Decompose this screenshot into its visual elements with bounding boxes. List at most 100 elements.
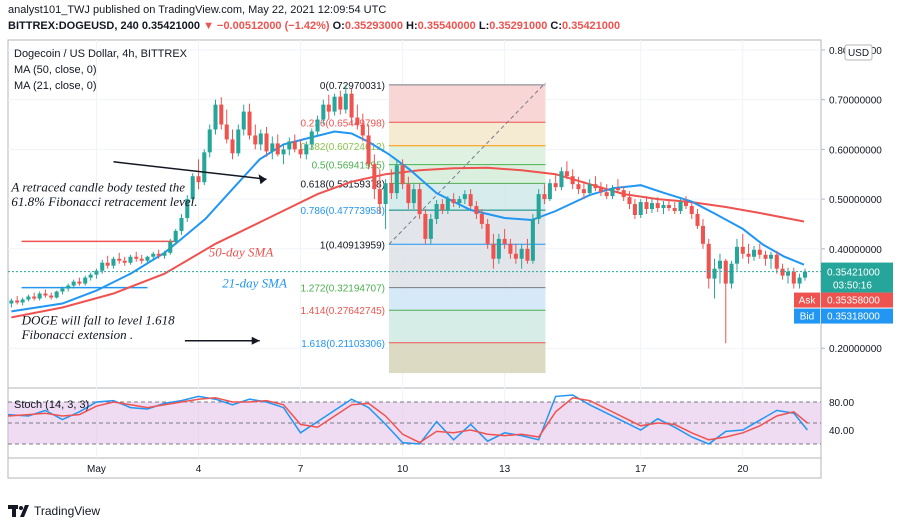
candle-body bbox=[202, 152, 207, 183]
annotation-text: Fibonacci extension . bbox=[21, 327, 134, 342]
candle-body bbox=[389, 183, 394, 194]
ask-badge bbox=[794, 292, 820, 308]
candle-body bbox=[479, 214, 484, 224]
candle-body bbox=[615, 188, 620, 191]
fib-level-label: 0.5(0.56941995) bbox=[312, 161, 385, 172]
change-down-icon: ▼ bbox=[203, 20, 214, 32]
fib-zone bbox=[388, 210, 546, 245]
stoch-tick-label: 80.00 bbox=[829, 398, 854, 409]
fib-zone bbox=[388, 342, 546, 374]
candle-body bbox=[145, 256, 150, 261]
candle-body bbox=[462, 194, 467, 200]
fib-level-label: 0.786(0.47773958) bbox=[300, 206, 385, 217]
x-tick-label: May bbox=[87, 464, 106, 475]
candle-body bbox=[43, 293, 48, 296]
candle-body bbox=[321, 104, 326, 120]
candle-body bbox=[695, 214, 700, 226]
chart-header: analyst101_TWJ published on TradingView.… bbox=[0, 0, 900, 36]
candle-body bbox=[355, 117, 360, 125]
annotation-arrow bbox=[113, 161, 267, 180]
candle-body bbox=[298, 149, 303, 155]
candle-body bbox=[570, 176, 575, 185]
candle-body bbox=[451, 199, 456, 204]
candle-body bbox=[315, 119, 320, 132]
candle-body bbox=[219, 104, 224, 125]
high-label: H: bbox=[406, 20, 418, 32]
tradingview-brand: TradingView bbox=[34, 504, 101, 518]
open-label: O: bbox=[332, 20, 345, 32]
candle-body bbox=[54, 291, 59, 298]
candle-body bbox=[519, 248, 524, 259]
ask-price-text: 0.35358000 bbox=[827, 296, 880, 307]
stoch-legend: Stoch (14, 3, 3) bbox=[14, 399, 89, 411]
candle-body bbox=[564, 171, 569, 177]
candle-body bbox=[553, 183, 558, 188]
bid-label: Bid bbox=[800, 312, 814, 323]
candle-body bbox=[797, 277, 802, 284]
candle-body bbox=[77, 281, 82, 284]
x-tick-label: 20 bbox=[737, 464, 749, 475]
bid-price-tag bbox=[821, 308, 893, 324]
candle-body bbox=[105, 262, 110, 266]
last-price-text: 0.35421000 bbox=[827, 268, 880, 279]
currency-badge-label: USD bbox=[848, 48, 869, 59]
candle-body bbox=[196, 176, 201, 183]
candle-body bbox=[139, 258, 144, 261]
last-price-tag bbox=[821, 262, 893, 293]
candle-body bbox=[185, 199, 190, 218]
chart-title: Dogecoin / US Dollar, 4h, BITTREX bbox=[14, 48, 188, 60]
candle-body bbox=[791, 271, 796, 284]
footer: TradingView bbox=[0, 500, 900, 525]
candle-body bbox=[349, 93, 354, 118]
candle-body bbox=[768, 254, 774, 259]
candle-body bbox=[536, 194, 541, 219]
fib-zone bbox=[388, 84, 546, 123]
candle-body bbox=[60, 288, 65, 292]
candle-body bbox=[309, 131, 314, 145]
tradingview-logo-icon bbox=[8, 505, 29, 517]
candle-body bbox=[32, 296, 37, 299]
candle-body bbox=[207, 129, 212, 153]
x-tick-label: 13 bbox=[499, 464, 511, 475]
candle-body bbox=[400, 165, 405, 185]
candle-body bbox=[366, 135, 371, 165]
candle-body bbox=[343, 93, 348, 110]
low-value: 0.35291000 bbox=[489, 20, 548, 32]
candle-body bbox=[338, 96, 343, 110]
candle-body bbox=[71, 281, 76, 286]
candle-body bbox=[15, 300, 20, 303]
candle-body bbox=[525, 248, 530, 261]
price-chart[interactable]: 0(0.72970031) 0.236(0.65449798) 0.382(0.60… bbox=[0, 36, 900, 500]
low-label: L: bbox=[478, 20, 490, 32]
candle-body bbox=[372, 164, 377, 190]
fib-zone bbox=[388, 145, 546, 165]
bid-price-text: 0.35318000 bbox=[827, 312, 880, 323]
candle-body bbox=[496, 238, 501, 259]
candle-body bbox=[785, 271, 791, 276]
candle-body bbox=[740, 246, 745, 254]
fib-level-label: 0(0.72970031) bbox=[320, 81, 385, 92]
arrow-head-icon bbox=[258, 174, 267, 185]
candle-body bbox=[802, 271, 808, 278]
candle-body bbox=[190, 176, 195, 200]
candle-body bbox=[434, 204, 439, 219]
candle-body bbox=[117, 258, 122, 261]
candle-body bbox=[604, 192, 609, 197]
candle-body bbox=[383, 183, 388, 205]
candle-body bbox=[661, 205, 666, 209]
candle-body bbox=[258, 133, 263, 145]
fib-level-label: 1(0.40913959) bbox=[320, 240, 385, 251]
fib-zone bbox=[388, 244, 546, 288]
candle-body bbox=[66, 285, 71, 289]
candle-body bbox=[94, 270, 99, 275]
candle-body bbox=[9, 300, 14, 304]
fib-zone bbox=[388, 287, 546, 311]
candle-body bbox=[224, 124, 229, 140]
ma50-label: 50-day SMA bbox=[209, 244, 274, 259]
countdown-text: 03:50:16 bbox=[833, 281, 872, 292]
x-tick-label: 17 bbox=[635, 464, 647, 475]
candle-body bbox=[746, 253, 751, 257]
candle-body bbox=[542, 194, 547, 200]
candle-body bbox=[559, 171, 564, 188]
currency-badge[interactable] bbox=[844, 44, 873, 61]
